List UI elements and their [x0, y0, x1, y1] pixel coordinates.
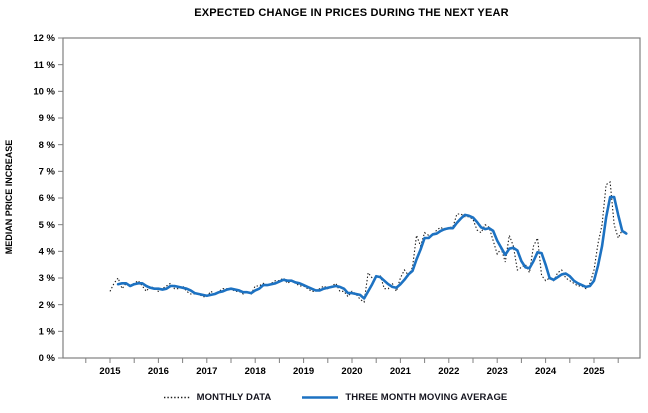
- y-tick-label: 10 %: [33, 87, 55, 98]
- series-three-month-moving-average: [116, 195, 628, 300]
- x-tick-label: 2021: [390, 366, 412, 377]
- solid-line-swatch-icon: [302, 395, 339, 399]
- x-tick-label: 2016: [148, 366, 169, 377]
- y-tick-label: 8 %: [39, 140, 56, 151]
- y-tick-label: 9 %: [39, 113, 56, 124]
- x-tick-label: 2023: [487, 366, 508, 377]
- legend: MONTHLY DATA THREE MONTH MOVING AVERAGE: [0, 388, 648, 406]
- x-tick-label: 2020: [341, 366, 362, 377]
- y-tick-label: 4 %: [39, 247, 56, 258]
- chart-title: EXPECTED CHANGE IN PRICES DURING THE NEX…: [194, 7, 509, 19]
- dotted-line-swatch-icon: [163, 396, 190, 398]
- legend-label-monthly-data: MONTHLY DATA: [196, 391, 272, 403]
- x-tick-label: 2015: [99, 366, 121, 377]
- y-tick-label: 5 %: [39, 220, 56, 231]
- y-tick-label: 7 %: [39, 167, 56, 178]
- series-monthly-data: [109, 181, 627, 303]
- y-tick-label: 12 %: [33, 33, 55, 44]
- y-tick-label: 3 %: [39, 273, 56, 284]
- x-tick-label: 2024: [535, 366, 557, 377]
- x-tick-label: 2019: [293, 366, 314, 377]
- x-tick-label: 2022: [438, 366, 459, 377]
- y-tick-label: 1 %: [39, 327, 56, 338]
- y-tick-label: 0 %: [39, 353, 56, 364]
- legend-item-monthly-data: MONTHLY DATA: [163, 392, 272, 403]
- y-tick-label: 6 %: [39, 193, 56, 204]
- x-tick-label: 2018: [245, 366, 266, 377]
- x-tick-label: 2025: [583, 366, 605, 377]
- x-tick-label: 2017: [196, 366, 217, 377]
- y-tick-label: 2 %: [39, 300, 56, 311]
- legend-item-moving-average: THREE MONTH MOVING AVERAGE: [301, 392, 507, 403]
- legend-label-moving-average: THREE MONTH MOVING AVERAGE: [345, 391, 508, 403]
- y-tick-label: 11 %: [34, 60, 56, 71]
- plot-border: [62, 37, 641, 359]
